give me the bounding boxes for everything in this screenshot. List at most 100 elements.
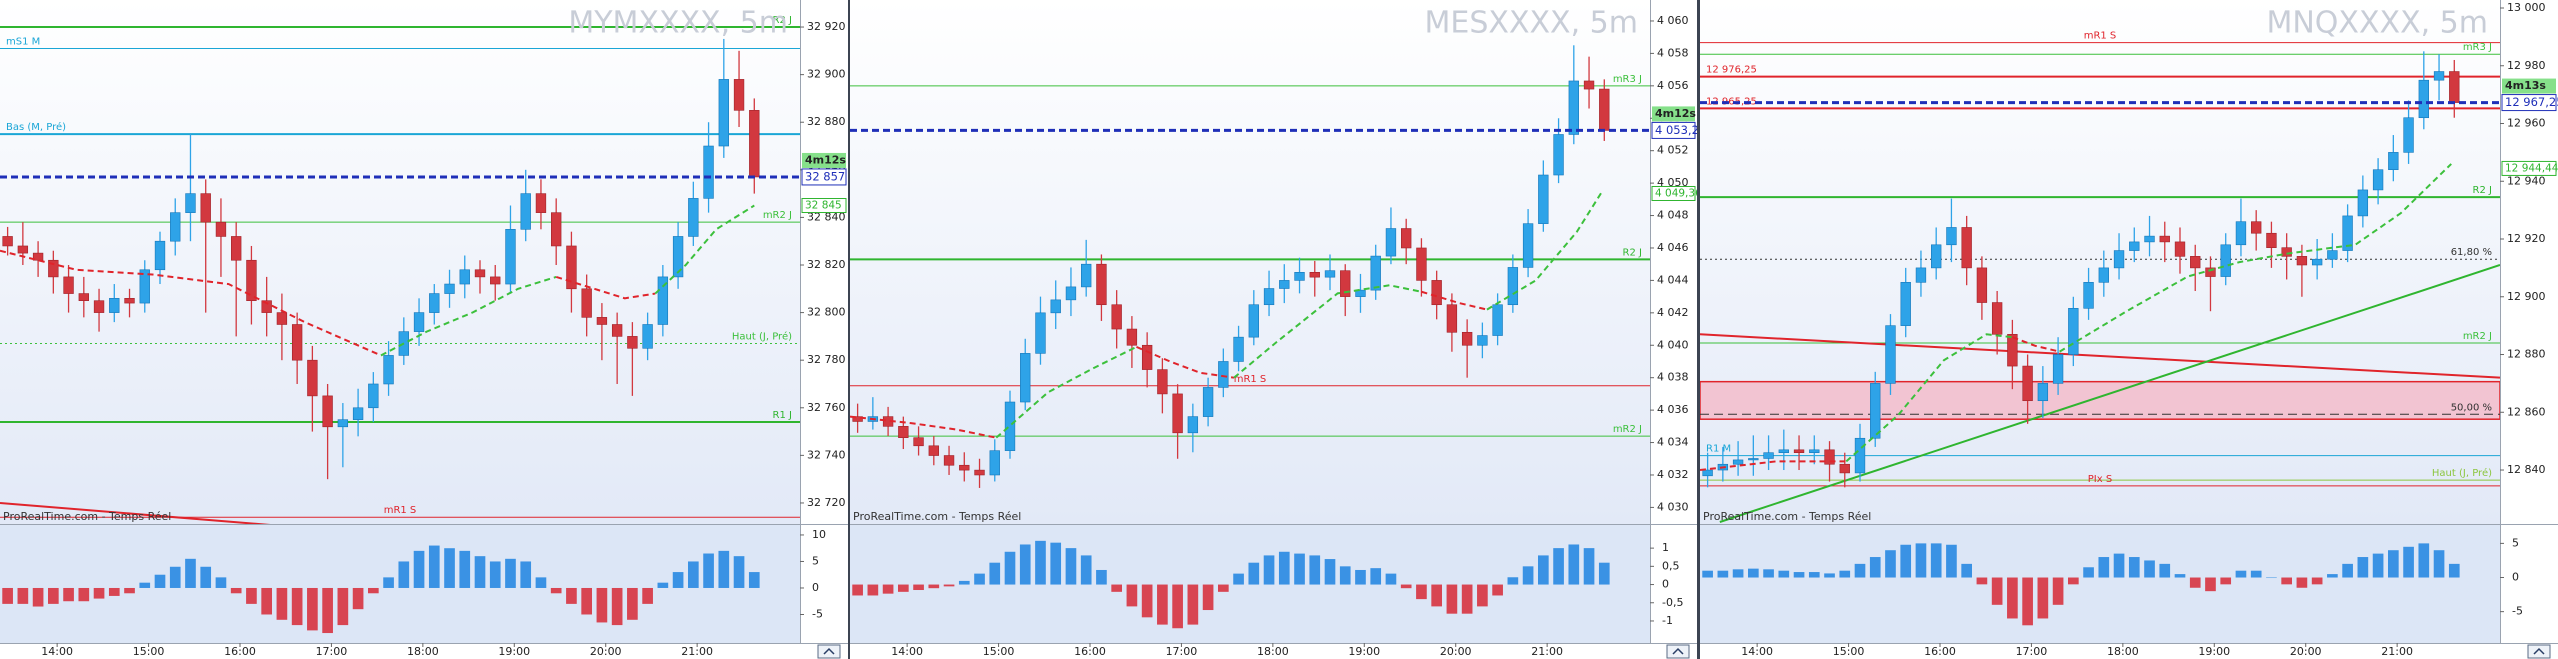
- scroll-button[interactable]: [1666, 644, 1690, 659]
- histogram-bar: [1355, 569, 1366, 585]
- candle-body: [2251, 221, 2262, 234]
- candle-body: [959, 464, 970, 471]
- y-tick-label: 12 840: [2507, 463, 2546, 476]
- histogram-bar: [368, 587, 379, 594]
- histogram-bar: [2220, 577, 2232, 585]
- x-tick-label: 18:00: [407, 645, 439, 658]
- indicator-tick-label: 10: [812, 528, 826, 541]
- candle-body: [2022, 365, 2033, 402]
- candle-body: [1793, 449, 1805, 453]
- y-tick-label: 4 050: [1657, 176, 1689, 189]
- trendline: [1719, 264, 2500, 523]
- candle-body: [185, 193, 196, 213]
- histogram-bar: [642, 587, 653, 604]
- moving-average: [2012, 336, 2060, 353]
- y-tick-label: 4 060: [1657, 14, 1689, 27]
- candle-body: [2388, 152, 2399, 171]
- y-tick-label: 32 800: [807, 306, 846, 319]
- scroll-button[interactable]: [817, 644, 841, 659]
- y-tick-label: 12 940: [2507, 174, 2546, 187]
- indicator-tick-label: 0: [2512, 571, 2519, 584]
- candle-body: [1870, 383, 1881, 439]
- histogram-bar: [1035, 540, 1046, 585]
- histogram-bar: [1717, 570, 1729, 578]
- timer-badge: [1652, 106, 1695, 122]
- histogram-bar: [2418, 543, 2430, 578]
- level-label: R2 J: [773, 15, 792, 26]
- histogram-bar: [2266, 577, 2277, 579]
- histogram-bar: [1294, 553, 1305, 585]
- candle-body: [1431, 280, 1442, 306]
- candle-body: [642, 324, 653, 349]
- candle-body: [943, 455, 955, 466]
- level-label: mR2 J: [763, 210, 792, 221]
- level-label: mR1 S: [1234, 374, 1267, 385]
- histogram-bar: [581, 587, 592, 615]
- y-tick-label: 4 036: [1657, 403, 1689, 416]
- candle-body: [63, 276, 74, 294]
- histogram-bar: [1187, 584, 1199, 625]
- y-tick-label: 13 000: [2507, 1, 2546, 14]
- candle-body: [1538, 174, 1549, 224]
- candle-body: [1946, 227, 1957, 246]
- candle-body: [566, 245, 577, 290]
- histogram-bar: [261, 587, 272, 615]
- histogram-bar: [2083, 567, 2094, 578]
- level-label: Haut (J, Pré): [732, 331, 792, 343]
- histogram-bar: [1732, 569, 1744, 578]
- histogram-bar: [974, 573, 985, 585]
- moving-average: [1845, 333, 2013, 463]
- histogram-bar: [596, 587, 608, 623]
- candle-body: [1961, 227, 1972, 269]
- histogram-bar: [1793, 572, 1805, 578]
- x-tick-label: 21:00: [1531, 645, 1563, 658]
- histogram-bar: [1157, 584, 1168, 625]
- histogram-bar: [1126, 584, 1138, 607]
- histogram-bar: [1370, 568, 1382, 585]
- y-tick-label: 4 032: [1657, 468, 1689, 481]
- candle-body: [1157, 369, 1168, 395]
- y-tick-label: 12 880: [2507, 348, 2546, 361]
- y-tick-label: 4 030: [1657, 500, 1689, 513]
- candle-body: [1340, 270, 1351, 297]
- candle-body: [2220, 244, 2231, 277]
- scroll-icon: [2533, 647, 2545, 655]
- level-label: mR3 J: [1613, 74, 1642, 85]
- histogram-bar: [1869, 557, 1881, 578]
- candle-body: [1748, 458, 1759, 461]
- candle-body: [1035, 312, 1046, 354]
- histogram-bar: [913, 584, 924, 591]
- candle-body: [1141, 344, 1153, 370]
- indicator-tick-label: -0,5: [1662, 596, 1683, 609]
- histogram-bar: [413, 550, 425, 588]
- histogram-bar: [215, 577, 227, 588]
- candle-body: [2068, 308, 2079, 355]
- y-tick-label: 4 048: [1657, 209, 1689, 222]
- candle-body: [231, 236, 242, 261]
- candle-body: [1522, 223, 1534, 268]
- histogram-bar: [2250, 570, 2262, 578]
- histogram-bar: [1946, 544, 1957, 578]
- timer-badge: [802, 152, 846, 168]
- histogram-bar: [657, 582, 669, 588]
- scroll-button[interactable]: [2527, 644, 2551, 659]
- histogram-bar: [2372, 553, 2384, 578]
- candle-body: [1294, 271, 1305, 281]
- candle-body: [2174, 241, 2186, 257]
- histogram-bar: [1263, 555, 1275, 585]
- price-axis: [800, 0, 848, 643]
- histogram-bar: [627, 587, 638, 620]
- candle-body: [657, 276, 669, 325]
- last-price-badge: [801, 168, 847, 186]
- histogram-bar: [185, 558, 196, 588]
- candle-body: [1553, 134, 1564, 176]
- histogram-bar: [2022, 577, 2033, 626]
- candle-body: [307, 359, 318, 397]
- candle-body: [1507, 267, 1519, 306]
- candle-body: [2235, 221, 2247, 246]
- histogram-bar: [169, 566, 181, 588]
- candle-body: [1187, 416, 1199, 434]
- histogram-bar: [474, 556, 486, 588]
- histogram-bar: [78, 587, 90, 602]
- histogram-bar: [2144, 560, 2155, 578]
